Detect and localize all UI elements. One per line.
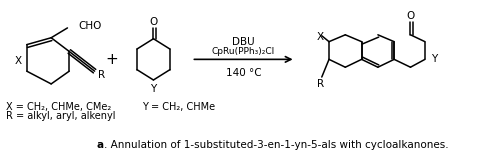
Text: a: a [96, 140, 103, 150]
Text: R: R [98, 70, 105, 80]
Text: X: X [316, 32, 324, 42]
Text: CHO: CHO [78, 21, 102, 31]
Text: Y = CH₂, CHMe: Y = CH₂, CHMe [142, 101, 215, 111]
Text: O: O [150, 17, 158, 27]
Text: X: X [15, 56, 22, 66]
Text: O: O [406, 11, 414, 21]
Text: X = CH₂, CHMe, CMe₂: X = CH₂, CHMe, CMe₂ [6, 101, 111, 111]
Text: 140 °C: 140 °C [226, 68, 262, 78]
Text: CpRu(PPh₃)₂Cl: CpRu(PPh₃)₂Cl [212, 47, 275, 56]
Text: . Annulation of 1-substituted-3-en-1-yn-5-als with cycloalkanones.: . Annulation of 1-substituted-3-en-1-yn-… [104, 140, 449, 150]
Text: R = alkyl, aryl, alkenyl: R = alkyl, aryl, alkenyl [6, 111, 116, 121]
Text: Y: Y [431, 54, 437, 64]
Text: R: R [318, 79, 324, 89]
Text: +: + [106, 52, 118, 67]
Text: Y: Y [150, 84, 156, 94]
Text: DBU: DBU [232, 37, 255, 47]
